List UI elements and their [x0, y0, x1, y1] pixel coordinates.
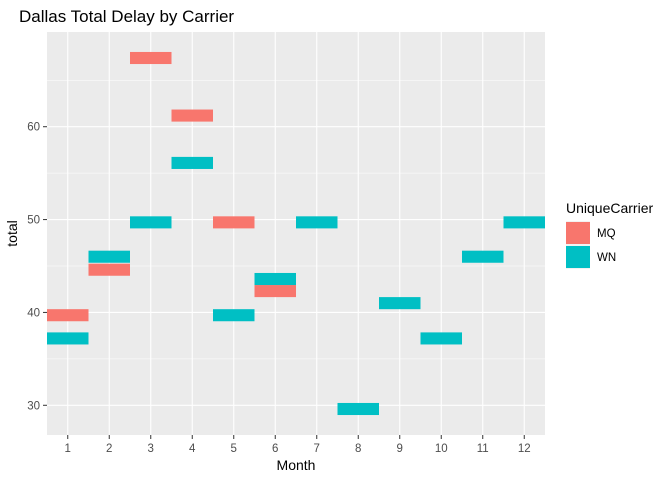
data-tiles	[47, 51, 545, 416]
tile-mq-month-6	[254, 285, 296, 298]
tile-mq-month-1	[47, 309, 89, 322]
y-tick-label: 50	[27, 215, 40, 227]
x-tick-label: 7	[314, 443, 320, 455]
tile-wn-month-1	[47, 332, 89, 345]
legend-label-wn: WN	[597, 252, 616, 264]
legend-label-mq: MQ	[597, 228, 616, 240]
x-tick-label: 2	[106, 443, 112, 455]
y-tick-label: 60	[27, 122, 40, 134]
x-axis: 1 2 3 4 5 6 7 8 9 10 11 12	[65, 435, 531, 455]
tile-mq-month-4	[171, 109, 213, 122]
tile-mq-month-5	[213, 216, 255, 229]
tile-wn-month-7	[296, 216, 338, 229]
y-tick-label: 40	[27, 307, 40, 319]
x-tick-label: 8	[355, 443, 361, 455]
tile-wn-month-11	[462, 250, 504, 263]
tile-wn-month-12	[503, 216, 545, 229]
tile-wn-month-2	[88, 250, 130, 263]
tile-wn-month-4	[171, 156, 213, 169]
x-tick-label: 11	[477, 443, 489, 455]
y-axis: 30 40 50 60	[27, 122, 47, 412]
x-tick-label: 12	[518, 443, 531, 455]
x-tick-label: 4	[189, 443, 196, 455]
tile-wn-month-5	[213, 309, 255, 322]
tile-wn-month-10	[420, 332, 462, 345]
chart-title: Dallas Total Delay by Carrier	[19, 7, 234, 26]
tile-mq-month-3	[130, 51, 172, 65]
x-axis-title: Month	[277, 457, 316, 473]
tile-wn-month-6	[254, 272, 296, 286]
tile-wn-month-9	[379, 297, 421, 310]
x-tick-label: 10	[435, 443, 448, 455]
x-tick-label: 3	[148, 443, 154, 455]
x-tick-label: 1	[65, 443, 71, 455]
tile-mq-month-2	[88, 263, 130, 276]
grid-lines	[47, 32, 545, 435]
x-tick-label: 6	[272, 443, 278, 455]
x-tick-label: 5	[231, 443, 237, 455]
x-tick-label: 9	[397, 443, 403, 455]
y-tick-label: 30	[27, 400, 40, 412]
legend-key-mq	[566, 222, 590, 244]
legend: UniqueCarrier MQ WN	[566, 200, 653, 269]
legend-key-wn	[566, 246, 590, 268]
tile-wn-month-3	[130, 216, 172, 229]
y-axis-title: total	[4, 220, 20, 246]
plot-panel	[47, 32, 545, 435]
legend-title: UniqueCarrier	[566, 200, 653, 216]
tile-wn-month-8	[337, 402, 379, 416]
